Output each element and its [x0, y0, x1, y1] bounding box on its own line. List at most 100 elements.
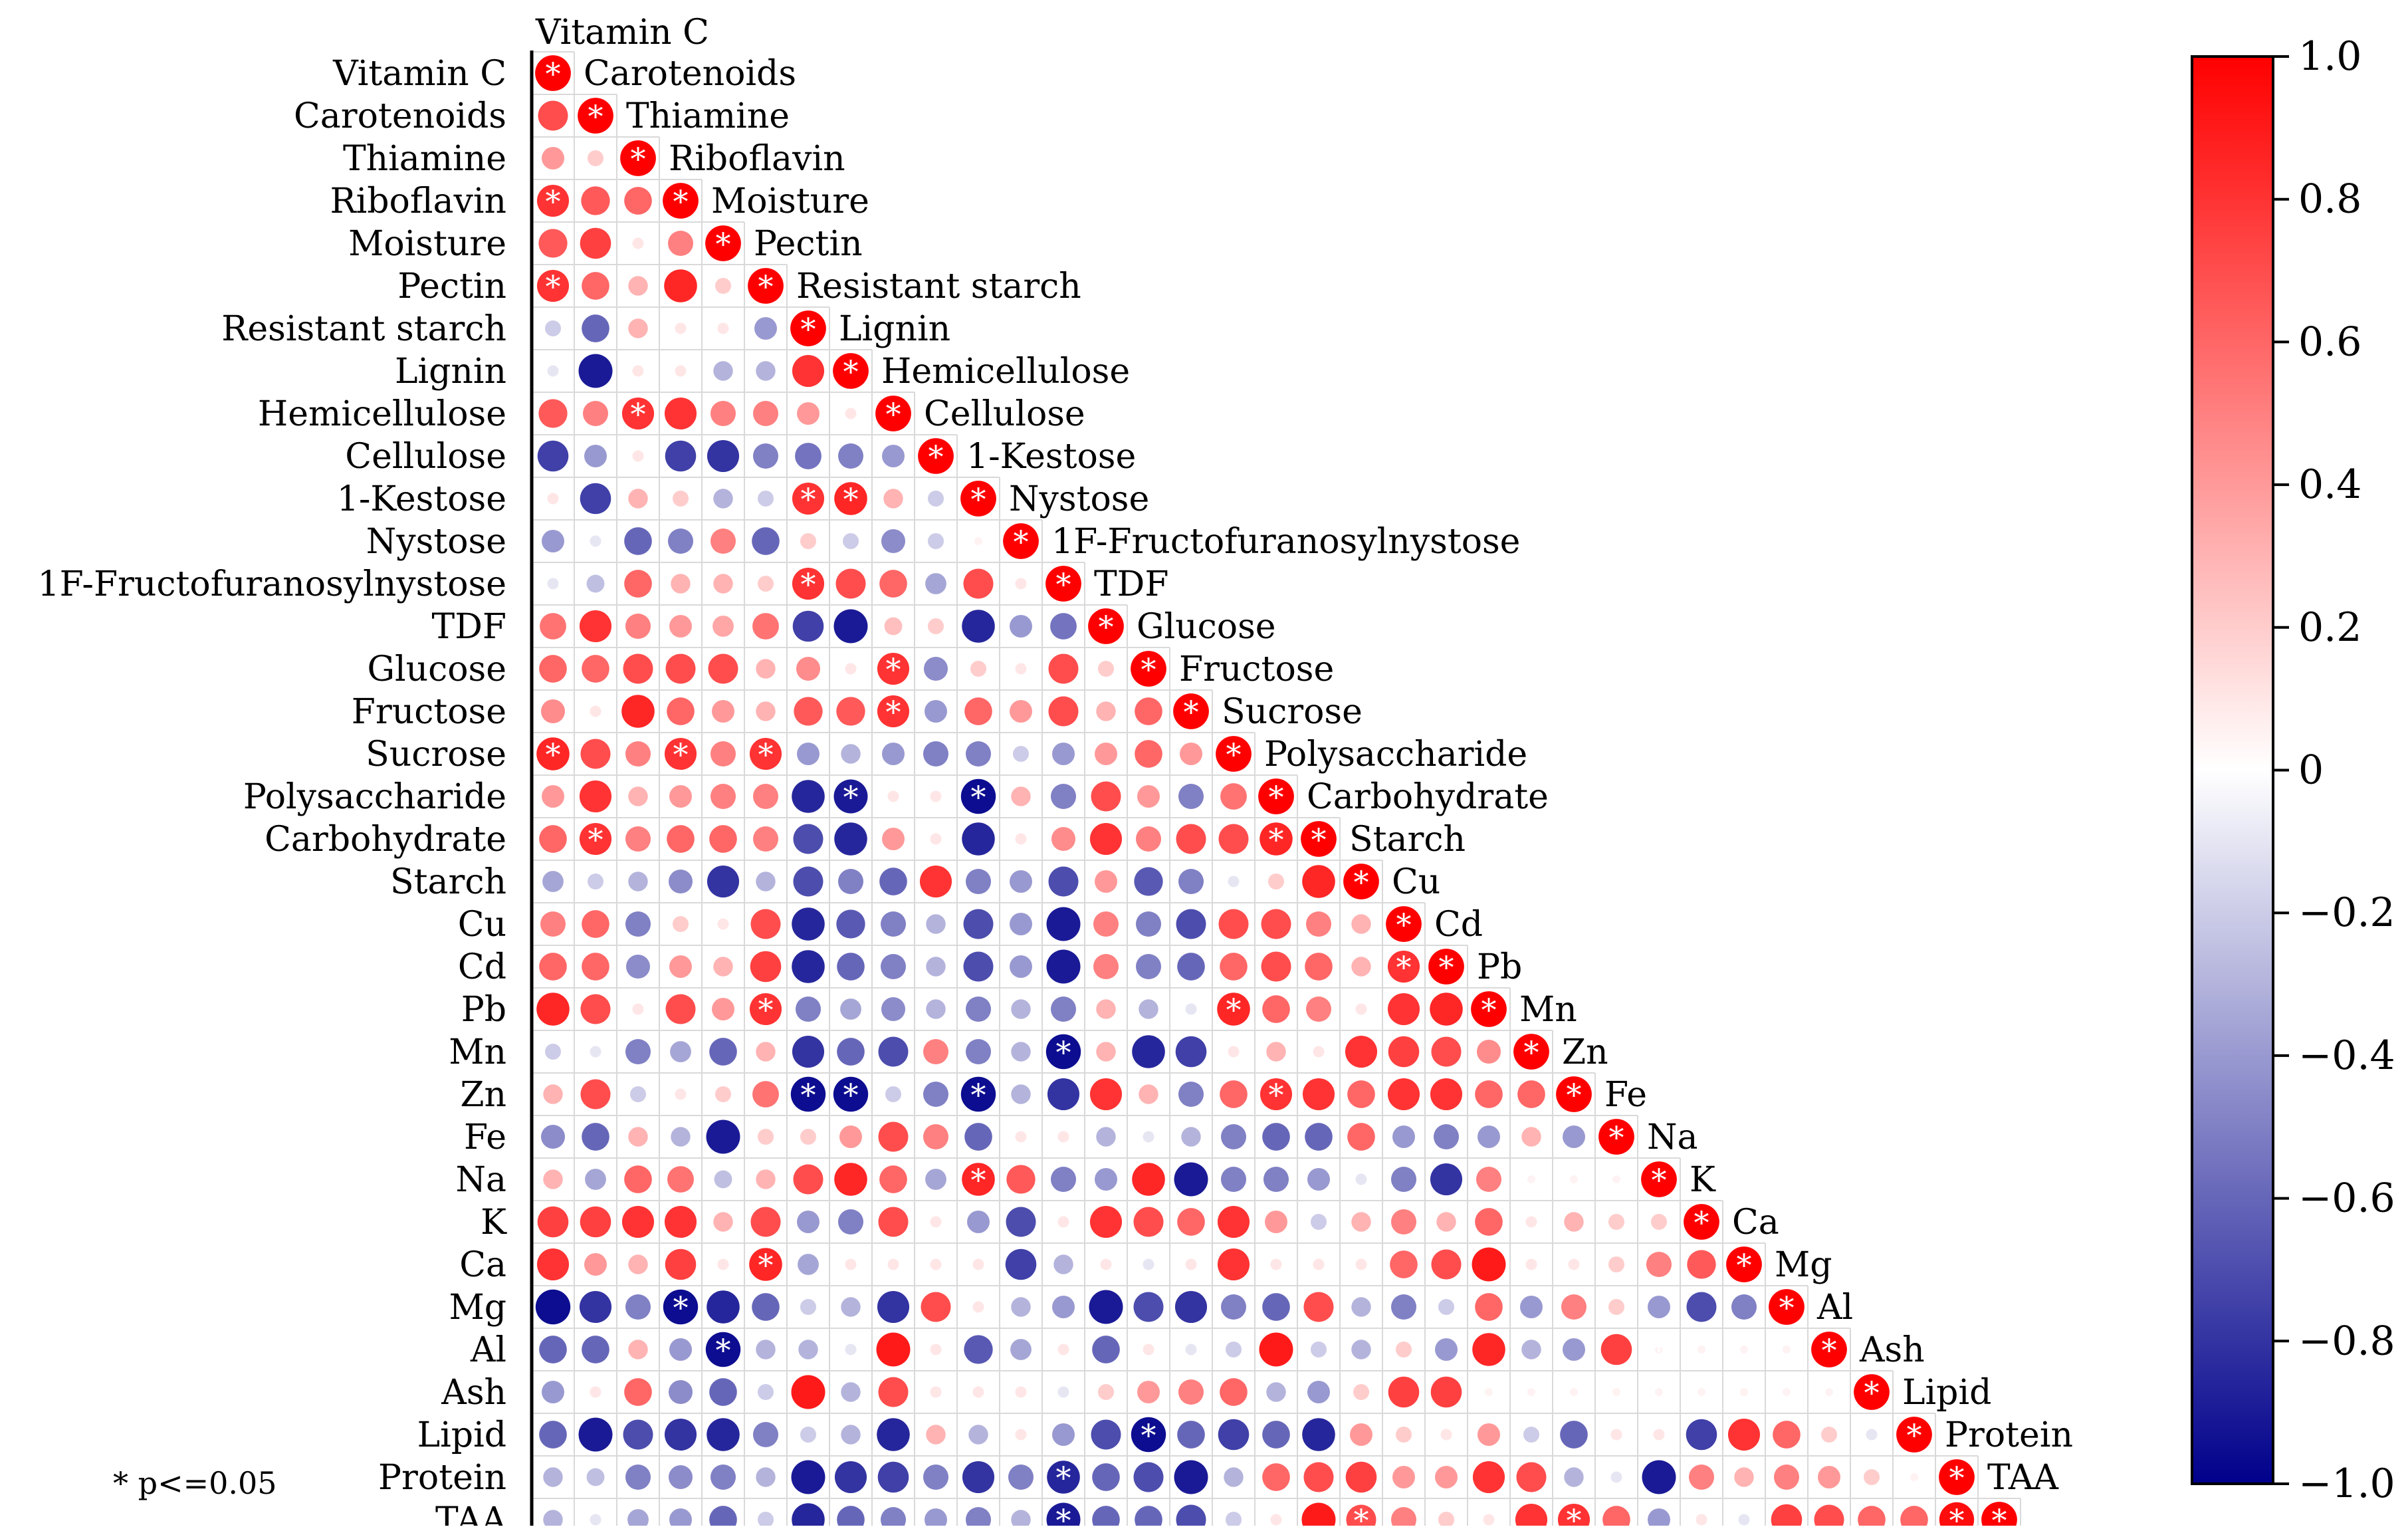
significance-marker: * — [673, 737, 689, 772]
correlation-circle — [537, 1206, 569, 1238]
correlation-circle — [665, 1248, 697, 1280]
significance-marker: * — [1014, 524, 1029, 560]
correlation-circle — [1305, 953, 1333, 981]
significance-marker: * — [1567, 1502, 1582, 1526]
correlation-circle — [877, 695, 910, 728]
diagonal-label: Lignin — [839, 309, 950, 349]
correlation-circle — [1217, 1205, 1250, 1238]
correlation-circle — [1057, 1216, 1069, 1228]
correlation-circle — [1641, 1161, 1677, 1197]
correlation-circle — [1782, 1345, 1791, 1354]
correlation-circle — [713, 1212, 733, 1232]
correlation-circle — [1178, 1379, 1204, 1405]
correlation-circle — [881, 742, 905, 766]
correlation-circle — [1513, 1034, 1549, 1070]
significance-marker: * — [1567, 1077, 1582, 1113]
correlation-circle — [709, 1038, 737, 1066]
significance-marker: * — [886, 396, 901, 432]
correlation-circle — [926, 914, 946, 934]
correlation-circle — [579, 1290, 612, 1324]
correlation-circle — [1612, 1387, 1621, 1397]
significance-marker: * — [1481, 992, 1497, 1028]
correlation-circle — [632, 1003, 644, 1015]
correlation-circle — [1003, 523, 1039, 559]
correlation-circle — [632, 365, 644, 377]
colorbar-tick-label: 0.8 — [2298, 176, 2361, 223]
correlation-circle — [547, 365, 559, 377]
significance-marker: * — [716, 226, 731, 262]
correlation-circle — [1440, 1429, 1452, 1441]
correlation-circle — [963, 909, 994, 939]
correlation-circle — [1132, 1163, 1165, 1196]
diagonal-label: Fe — [1604, 1075, 1647, 1115]
correlation-circle — [792, 567, 825, 600]
correlation-circle — [965, 996, 992, 1022]
correlation-circle — [1050, 996, 1077, 1022]
correlation-circle — [919, 865, 952, 898]
correlation-circle — [930, 833, 942, 845]
correlation-circle — [1174, 1460, 1208, 1494]
correlation-circle — [845, 663, 857, 675]
correlation-circle — [582, 400, 609, 427]
correlation-circle — [1434, 1338, 1458, 1361]
correlation-circle — [965, 741, 992, 767]
correlation-circle — [541, 784, 565, 808]
circle-layer: * * * * * * * * * * * * * * * * * * * * * * * * * * * * * * * * * * * * * * * *… — [535, 55, 2017, 1529]
correlation-circle — [1612, 1175, 1621, 1184]
correlation-circle — [1225, 1341, 1242, 1358]
correlation-circle — [1527, 1175, 1536, 1184]
correlation-circle — [1430, 1163, 1463, 1196]
correlation-circle — [962, 1163, 995, 1196]
correlation-circle — [1471, 991, 1507, 1027]
correlation-circle — [1261, 909, 1291, 939]
correlation-circle — [1224, 1467, 1244, 1487]
correlation-circle — [880, 953, 907, 980]
correlation-circle — [963, 951, 994, 982]
correlation-circle — [1560, 1421, 1588, 1449]
correlation-circle — [1011, 1042, 1031, 1062]
correlation-circle — [544, 320, 562, 337]
correlation-circle — [1135, 740, 1162, 768]
significance-marker: * — [1056, 1460, 1071, 1496]
correlation-circle — [1132, 1035, 1165, 1068]
correlation-circle — [1057, 1131, 1069, 1143]
significance-marker: * — [971, 481, 986, 517]
correlation-circle — [628, 872, 648, 891]
significance-marker: * — [1056, 1034, 1071, 1070]
correlation-circle — [878, 1036, 909, 1067]
correlation-circle — [1264, 1210, 1288, 1234]
significance-marker: * — [1226, 737, 1242, 772]
correlation-circle — [579, 822, 612, 856]
correlation-circle — [756, 1042, 776, 1062]
correlation-circle — [875, 396, 911, 431]
correlation-circle — [1428, 949, 1464, 985]
correlation-circle — [668, 1379, 693, 1405]
correlation-circle — [884, 617, 903, 636]
correlation-circle — [1135, 697, 1162, 725]
correlation-circle — [791, 1375, 825, 1409]
correlation-circle — [1266, 1042, 1286, 1062]
correlation-circle — [1739, 1387, 1749, 1397]
correlation-circle — [706, 1119, 740, 1154]
correlation-circle — [1009, 699, 1033, 723]
correlation-circle — [834, 482, 867, 515]
colorbar-tick-label: 0 — [2298, 747, 2324, 794]
correlation-circle — [667, 825, 695, 853]
axis-layer — [530, 51, 534, 1529]
correlation-circle — [539, 1336, 567, 1363]
correlation-circle — [1517, 1080, 1545, 1108]
correlation-circle — [1302, 1418, 1335, 1451]
correlation-circle — [539, 655, 567, 683]
significance-marker: * — [1269, 779, 1284, 815]
row-label: Pb — [461, 990, 506, 1030]
correlation-circle — [837, 443, 864, 469]
correlation-circle — [881, 827, 905, 851]
correlation-circle — [792, 354, 825, 388]
significance-marker: * — [758, 992, 774, 1028]
correlation-circle — [1305, 996, 1332, 1022]
significance-marker: * — [1737, 1247, 1752, 1283]
correlation-circle — [885, 1086, 902, 1103]
correlation-circle — [1773, 1464, 1800, 1490]
correlation-circle — [923, 1081, 949, 1108]
correlation-circle — [713, 489, 733, 509]
